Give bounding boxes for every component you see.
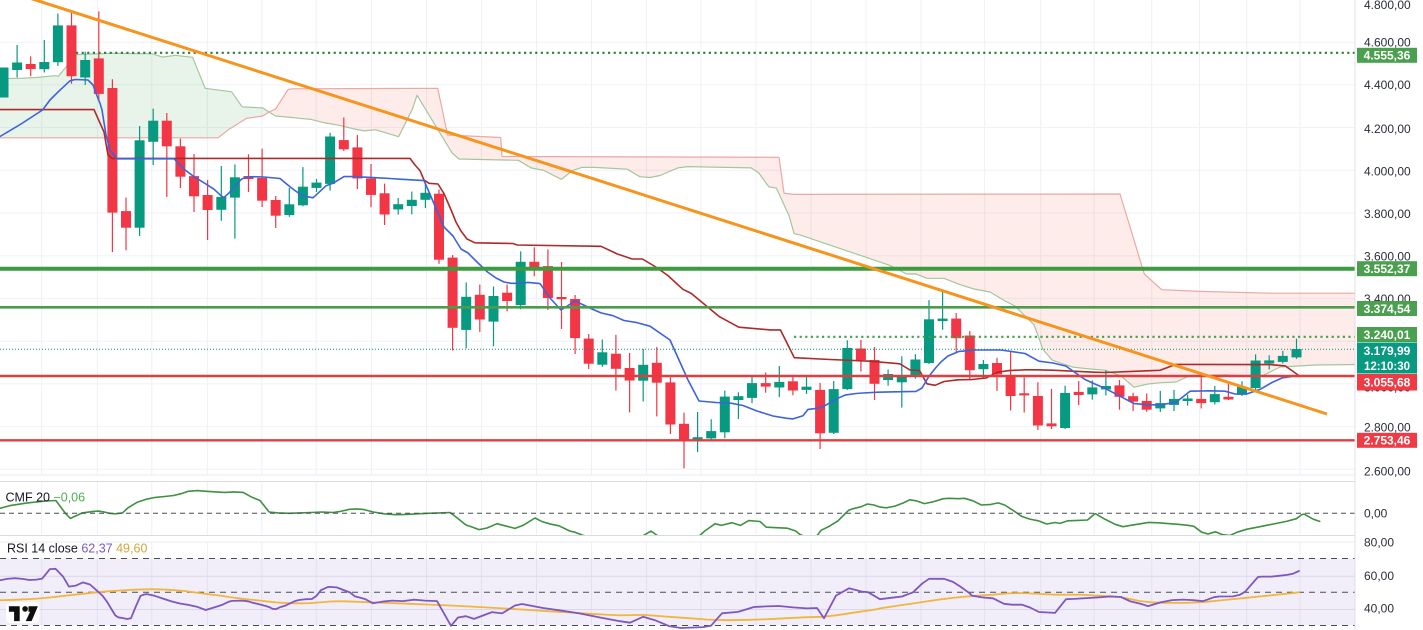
svg-text:80,00: 80,00 bbox=[1364, 536, 1394, 550]
svg-text:3.240,01: 3.240,01 bbox=[1364, 328, 1411, 342]
svg-text:3.374,54: 3.374,54 bbox=[1364, 302, 1411, 316]
svg-text:60,00: 60,00 bbox=[1364, 569, 1394, 583]
svg-text:3.055,68: 3.055,68 bbox=[1364, 376, 1411, 390]
svg-text:3.552,37: 3.552,37 bbox=[1364, 262, 1411, 276]
svg-text:2.753,46: 2.753,46 bbox=[1364, 434, 1411, 448]
svg-text:4.200,00: 4.200,00 bbox=[1364, 122, 1411, 136]
svg-text:4.800,00: 4.800,00 bbox=[1364, 0, 1411, 12]
svg-text:0,00: 0,00 bbox=[1364, 507, 1388, 521]
svg-text:3.800,00: 3.800,00 bbox=[1364, 207, 1411, 221]
svg-text:CMF 20 −0,06: CMF 20 −0,06 bbox=[6, 491, 86, 505]
svg-text:12:10:30: 12:10:30 bbox=[1364, 361, 1410, 373]
svg-text:4.400,00: 4.400,00 bbox=[1364, 78, 1411, 92]
svg-text:3.600,00: 3.600,00 bbox=[1364, 250, 1411, 264]
svg-text:3.179,99: 3.179,99 bbox=[1364, 344, 1411, 358]
svg-text:4.000,00: 4.000,00 bbox=[1364, 165, 1411, 179]
svg-text:4.555,36: 4.555,36 bbox=[1364, 49, 1411, 63]
svg-text:4.600,00: 4.600,00 bbox=[1364, 36, 1411, 50]
svg-text:40,00: 40,00 bbox=[1364, 601, 1394, 615]
svg-text:RSI 14 close 62,37 49,60: RSI 14 close 62,37 49,60 bbox=[7, 542, 147, 556]
svg-text:2.600,00: 2.600,00 bbox=[1364, 465, 1411, 479]
svg-text:2.800,00: 2.800,00 bbox=[1364, 421, 1411, 435]
